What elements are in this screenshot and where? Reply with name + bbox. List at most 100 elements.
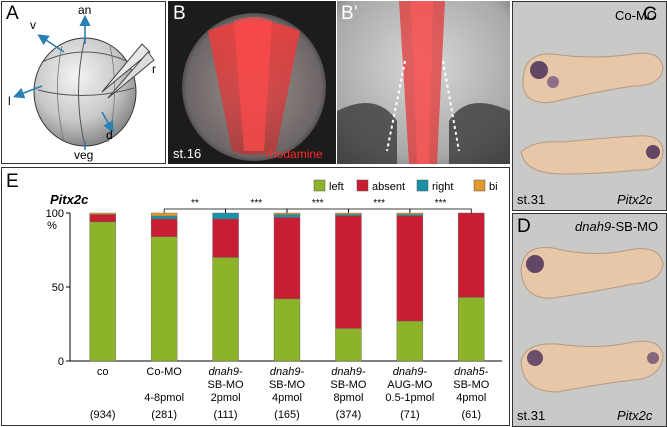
- category-dose-label: 4pmol: [456, 392, 486, 404]
- d-label: d: [106, 128, 113, 142]
- category-label: dnah9-: [393, 366, 428, 378]
- bar-segment-left: [212, 257, 239, 362]
- bar-segment-left: [335, 328, 362, 362]
- panel-b-label: B: [173, 3, 186, 24]
- bar-segment-left: [273, 298, 301, 362]
- category-label: dnah9-: [208, 366, 243, 378]
- category-label-line2: AUG-MO: [387, 379, 433, 391]
- tadpole-images-control: [520, 52, 664, 175]
- panel-d-label: D: [517, 216, 531, 237]
- legend-label-left: left: [329, 181, 344, 193]
- legend-label-bi: bi: [489, 181, 498, 193]
- category-dose-label: 4pmol: [272, 392, 302, 404]
- tadpole-4: [520, 340, 664, 393]
- y-tick-label: 100: [46, 208, 64, 220]
- category-dose-label: 0.5-1pmol: [385, 392, 434, 404]
- category-label: dnah9-: [331, 366, 366, 378]
- bar-segment-absent: [150, 218, 178, 237]
- y-tick-label: 0: [58, 356, 64, 368]
- panel-b-prime-label: B’: [341, 3, 358, 24]
- v-label: v: [30, 18, 36, 32]
- bar-segment-right: [150, 215, 178, 220]
- tadpole-2: [520, 135, 664, 175]
- bar-segment-left: [89, 221, 116, 362]
- y-axis-label: %: [47, 220, 57, 232]
- legend-label-absent: absent: [372, 181, 405, 193]
- panel-c-label: C: [643, 4, 657, 25]
- bar-segment-left: [458, 297, 485, 362]
- panel-c-condition: Co-MO: [615, 8, 657, 23]
- bar-segment-absent: [396, 215, 424, 322]
- category-dose-label: 4-8pmol: [144, 392, 184, 404]
- bar-segment-right: [273, 214, 301, 218]
- tadpole-images-morphant: [520, 246, 664, 393]
- bar-segment-absent: [273, 217, 301, 300]
- bar-segment-bi: [273, 212, 301, 215]
- significance-label: ***: [312, 198, 324, 209]
- panel-d: D dnah9-SB-MO st.31 Pitx2c: [512, 213, 667, 427]
- panel-a-label: A: [6, 3, 19, 24]
- category-n-label: (281): [151, 409, 177, 421]
- closeup-image: [337, 1, 510, 164]
- bar-segment-left: [150, 236, 178, 362]
- bar-segment-bi: [89, 212, 116, 215]
- v-arrow: [37, 34, 65, 53]
- significance-label: ***: [373, 198, 385, 209]
- significance-bracket: [225, 208, 288, 213]
- bar-segment-left: [396, 320, 424, 362]
- legend-swatch-absent: [356, 179, 369, 192]
- veg-label: veg: [74, 148, 94, 162]
- injection-needle-icon: [101, 43, 155, 99]
- category-dose-label: 2pmol: [211, 392, 241, 404]
- legend-label-right: right: [432, 181, 453, 193]
- panel-c-gene: Pitx2c: [617, 192, 653, 207]
- panel-c: C Co-MO st.31 Pitx2c: [512, 1, 667, 211]
- significance-label: ***: [250, 198, 262, 209]
- category-label-line2: SB-MO: [330, 379, 367, 391]
- significance-label: **: [191, 198, 199, 209]
- bar-segment-absent: [89, 214, 116, 223]
- category-n-label: (71): [400, 409, 420, 421]
- category-dose-label: 8pmol: [333, 392, 363, 404]
- bar-segment-right: [396, 214, 424, 217]
- category-label: dnah5-: [454, 366, 489, 378]
- category-n-label: (165): [274, 409, 300, 421]
- category-n-label: (374): [336, 409, 362, 421]
- an-label: an: [78, 3, 92, 17]
- category-label-line2: SB-MO: [208, 379, 245, 391]
- l-label: l: [8, 94, 11, 108]
- significance-bracket: [348, 208, 411, 213]
- panel-a: A an v l r d veg: [1, 1, 166, 164]
- rhodamine-embryo-image: [182, 13, 326, 161]
- bar-segment-absent: [335, 215, 362, 329]
- bar-segment-bi: [150, 212, 178, 217]
- tadpole-3: [520, 246, 664, 299]
- category-label-line2: SB-MO: [269, 379, 306, 391]
- panel-e: E Pitx2c 0 50 100% ** *** *** *** *** left absent r…: [1, 167, 510, 426]
- embryo-schematic: [13, 14, 155, 150]
- legend-swatch-bi: [473, 179, 486, 192]
- rhodamine-label: rhodamine: [266, 147, 323, 161]
- l-arrow: [13, 85, 43, 99]
- bar-segment-absent: [212, 218, 239, 258]
- panel-e-label: E: [6, 171, 19, 192]
- bar-segment-bi: [335, 212, 362, 215]
- category-n-label: (111): [214, 409, 238, 421]
- legend-swatch-right: [416, 179, 429, 192]
- category-label-line2: SB-MO: [453, 379, 490, 391]
- panel-b: B st.16 rhodamine: [168, 1, 336, 164]
- bar-segment-bi: [396, 212, 424, 215]
- significance-bracket: [163, 208, 226, 213]
- bar-segment-absent: [458, 212, 485, 298]
- bar-segment-right: [335, 214, 362, 217]
- legend-swatch-left: [313, 179, 326, 192]
- category-n-label: (61): [462, 409, 482, 421]
- tadpole-1: [522, 52, 664, 104]
- panel-d-stage: st.31: [517, 408, 546, 423]
- panel-c-stage: st.31: [517, 192, 546, 207]
- category-label: co: [97, 366, 109, 378]
- stage-label: st.16: [173, 146, 202, 161]
- significance-bracket: [286, 208, 349, 213]
- panel-b-prime: B’: [337, 1, 510, 164]
